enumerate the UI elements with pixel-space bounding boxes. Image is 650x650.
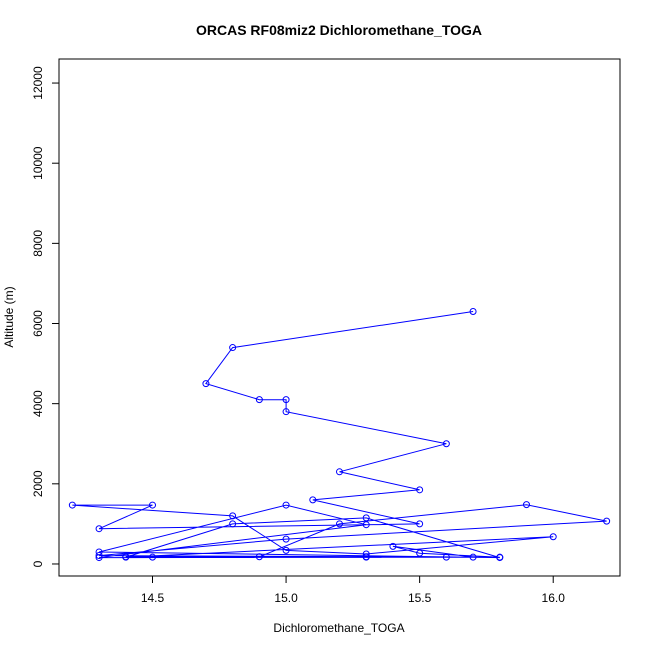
y-axis: 0 2000 4000 6000 8000 10000 12000 xyxy=(31,66,59,567)
x-tick-label: 15.5 xyxy=(408,591,432,605)
data-point xyxy=(416,486,424,494)
data-point xyxy=(362,521,370,529)
y-tick-label: 0 xyxy=(31,560,45,567)
data-point xyxy=(282,408,290,416)
y-tick-label: 10000 xyxy=(31,146,45,180)
data-point xyxy=(442,553,450,561)
data-point xyxy=(389,542,397,550)
data-point xyxy=(442,440,450,448)
data-point xyxy=(282,535,290,543)
data-point xyxy=(229,344,237,352)
x-tick-label: 15.0 xyxy=(274,591,298,605)
data-point xyxy=(255,553,263,561)
data-point xyxy=(149,501,156,509)
data-point xyxy=(309,496,317,504)
x-tick-label: 16.0 xyxy=(542,591,566,605)
data-points xyxy=(68,307,611,562)
data-point xyxy=(336,520,343,528)
y-axis-label: Altitude (m) xyxy=(2,286,16,347)
y-tick-label: 4000 xyxy=(31,390,45,417)
y-tick-label: 6000 xyxy=(31,310,45,337)
y-tick-label: 12000 xyxy=(31,66,45,100)
data-point xyxy=(282,546,290,554)
chart-title: ORCAS RF08miz2 Dichloromethane_TOGA xyxy=(196,22,482,38)
data-point xyxy=(122,553,130,561)
data-point xyxy=(95,525,103,533)
plot-frame xyxy=(58,58,621,577)
x-axis: 14.5 15.0 15.5 16.0 xyxy=(141,576,565,605)
data-point xyxy=(362,550,370,558)
y-tick-label: 2000 xyxy=(31,470,45,497)
data-point xyxy=(95,554,103,562)
data-point xyxy=(229,512,237,520)
data-point xyxy=(255,396,263,404)
data-point xyxy=(282,396,290,404)
data-point xyxy=(282,501,290,509)
data-point xyxy=(229,520,237,528)
y-tick-label: 8000 xyxy=(31,230,45,257)
x-tick-label: 14.5 xyxy=(141,591,165,605)
data-point xyxy=(95,552,103,560)
data-point xyxy=(336,468,343,476)
data-point xyxy=(549,533,557,541)
data-point xyxy=(469,553,477,561)
data-point xyxy=(496,553,504,561)
data-point xyxy=(603,517,611,525)
data-point xyxy=(68,501,76,509)
data-point xyxy=(469,307,477,315)
data-point xyxy=(149,553,156,561)
series-line xyxy=(72,311,607,559)
x-axis-label: Dichloromethane_TOGA xyxy=(273,621,404,635)
data-point xyxy=(202,380,210,388)
data-point xyxy=(362,514,370,522)
data-point xyxy=(523,501,530,509)
data-point xyxy=(416,520,424,528)
data-point xyxy=(362,553,370,561)
data-point xyxy=(416,549,424,557)
